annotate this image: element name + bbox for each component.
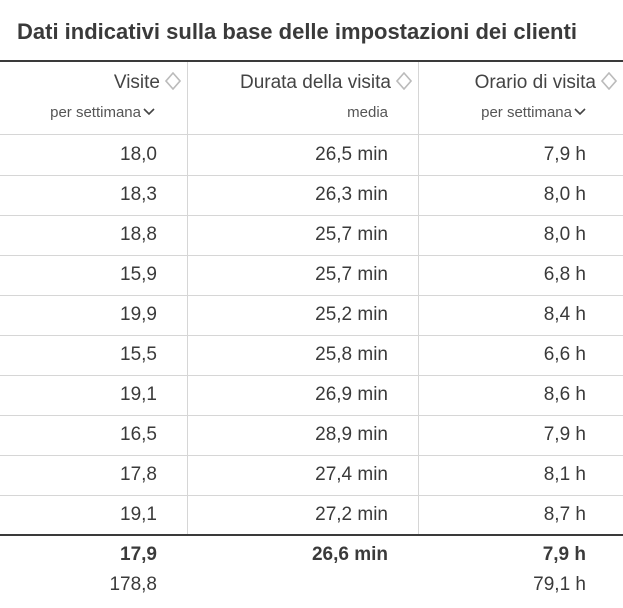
row-divider [0,255,623,256]
sort-diamond-icon[interactable] [164,71,182,91]
cell-durata: 25,7 min [315,224,388,245]
cell-visite: 19,1 [120,504,157,525]
cell-orario: 7,9 h [543,424,586,445]
cell-orario: 8,1 h [543,464,586,485]
row-divider [0,295,623,296]
cell-visite: 18,8 [120,224,157,245]
cell-visite: 17,8 [120,464,157,485]
column-header-durata[interactable]: Durata della visita media [188,62,418,134]
cell-orario: 8,0 h [543,224,586,245]
cell-orario: 8,7 h [543,504,586,525]
summary-divider [0,534,623,536]
cell-durata: 26,5 min [315,144,388,165]
chevron-down-icon[interactable] [143,104,155,116]
average-orario: 7,9 h [542,544,586,565]
column-header-sublabel: per settimana [481,104,572,121]
header-divider [0,134,623,135]
cell-visite: 19,9 [120,304,157,325]
column-header-label: Visite [113,72,160,93]
cell-durata: 25,7 min [315,264,388,285]
column-header-label: Durata della visita [239,72,391,93]
column-header-visite[interactable]: Visite per settimana [0,62,187,134]
row-divider [0,455,623,456]
cell-orario: 6,6 h [543,344,586,365]
cell-visite: 15,5 [120,344,157,365]
cell-orario: 8,0 h [543,184,586,205]
sort-diamond-icon[interactable] [395,71,413,91]
title-divider [0,60,623,62]
cell-durata: 26,9 min [315,384,388,405]
cell-durata: 28,9 min [315,424,388,445]
period-selector[interactable]: per settimana [481,104,586,121]
cell-visite: 18,0 [120,144,157,165]
column-header-label: Orario di visita [474,72,596,93]
row-divider [0,215,623,216]
total-visite: 178,8 [109,574,157,595]
row-divider [0,175,623,176]
period-selector[interactable]: per settimana [50,104,155,121]
column-divider-1 [187,62,188,534]
cell-orario: 8,6 h [543,384,586,405]
table-title: Dati indicativi sulla base delle imposta… [17,19,577,44]
cell-durata: 25,2 min [315,304,388,325]
cell-durata: 27,4 min [315,464,388,485]
cell-durata: 26,3 min [315,184,388,205]
column-header-orario[interactable]: Orario di visita per settimana [419,62,623,134]
cell-visite: 18,3 [120,184,157,205]
column-divider-2 [418,62,419,534]
cell-durata: 25,8 min [315,344,388,365]
chevron-down-icon[interactable] [574,104,586,116]
row-divider [0,335,623,336]
cell-orario: 8,4 h [543,304,586,325]
average-visite: 17,9 [120,544,157,565]
column-header-sublabel: per settimana [50,104,141,121]
average-durata: 26,6 min [311,544,388,565]
cell-visite: 16,5 [120,424,157,445]
column-header-sublabel: media [347,104,388,121]
cell-visite: 19,1 [120,384,157,405]
total-orario: 79,1 h [533,574,586,595]
cell-orario: 6,8 h [543,264,586,285]
sort-diamond-icon[interactable] [600,71,618,91]
cell-orario: 7,9 h [543,144,586,165]
row-divider [0,415,623,416]
cell-visite: 15,9 [120,264,157,285]
row-divider [0,375,623,376]
cell-durata: 27,2 min [315,504,388,525]
row-divider [0,495,623,496]
